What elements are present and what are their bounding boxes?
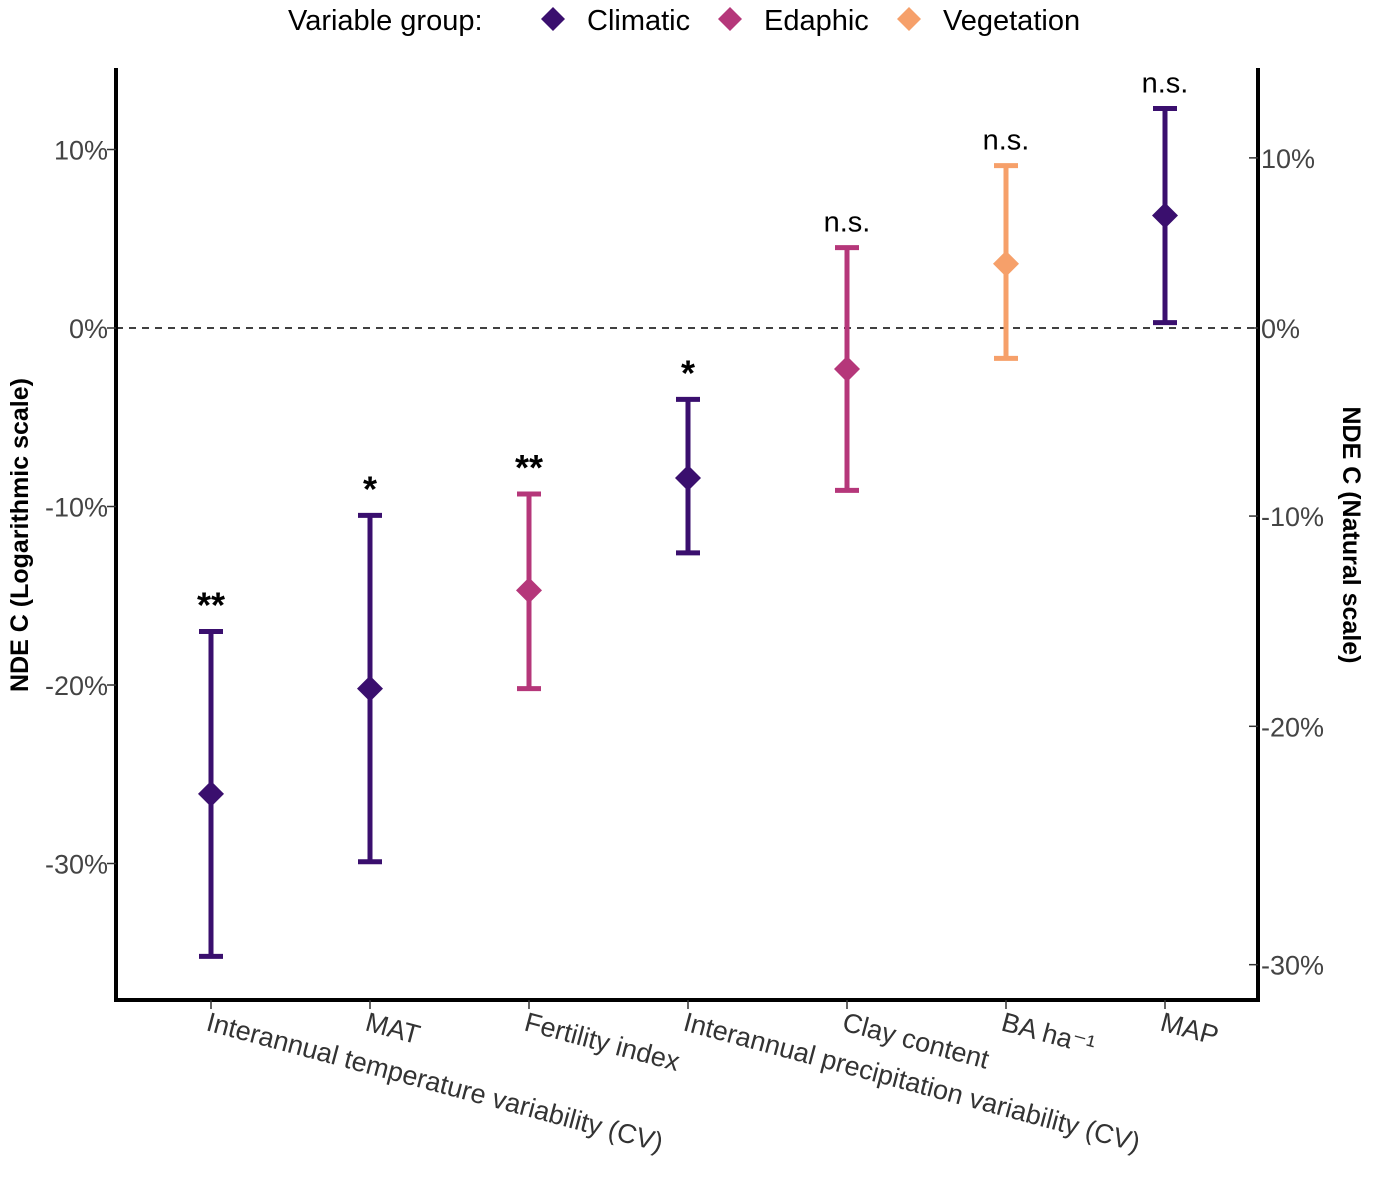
x-tick-label: MAT bbox=[362, 1007, 423, 1050]
y-left-tick-label: 0% bbox=[69, 314, 108, 344]
y-left-tick-label: -30% bbox=[45, 850, 108, 880]
legend-label-climatic: Climatic bbox=[587, 5, 690, 37]
x-tick-label: MAP bbox=[1157, 1007, 1221, 1051]
significance-label: n.s. bbox=[1142, 67, 1189, 99]
legend-label-edaphic: Edaphic bbox=[764, 5, 869, 37]
estimate-point bbox=[357, 675, 383, 702]
y-right-tick-label: -20% bbox=[1261, 712, 1324, 742]
significance-label: ** bbox=[197, 584, 225, 625]
significance-label: * bbox=[681, 352, 695, 393]
significance-label: * bbox=[363, 468, 377, 509]
x-tick-label: BA ha⁻¹ bbox=[998, 1007, 1098, 1061]
estimate-point bbox=[993, 250, 1019, 277]
legend-marker-climatic bbox=[541, 7, 565, 31]
plot-area: 10%0%-10%-20%-30%10%0%-10%-20%-30%**Inte… bbox=[45, 67, 1324, 1157]
significance-label: ** bbox=[515, 447, 543, 488]
legend: Variable group: Climatic Edaphic Vegetatio… bbox=[288, 5, 1080, 37]
y-left-tick-label: -20% bbox=[45, 671, 108, 701]
significance-label: n.s. bbox=[983, 125, 1030, 157]
y-left-tick-label: -10% bbox=[45, 493, 108, 523]
significance-label: n.s. bbox=[824, 207, 871, 239]
y-axis-right-label: NDE C (Natural scale) bbox=[1337, 406, 1365, 663]
y-right-tick-label: -10% bbox=[1261, 502, 1324, 532]
estimate-point bbox=[516, 577, 542, 604]
y-right-tick-label: 10% bbox=[1261, 144, 1315, 174]
y-axis-left-label: NDE C (Logarithmic scale) bbox=[6, 378, 34, 692]
y-left-tick-label: 10% bbox=[54, 136, 108, 166]
estimate-point bbox=[198, 780, 224, 807]
estimate-point bbox=[1152, 202, 1178, 229]
legend-label-vegetation: Vegetation bbox=[943, 5, 1080, 37]
estimate-point bbox=[675, 464, 701, 491]
legend-title: Variable group: bbox=[288, 5, 483, 37]
y-right-tick-label: 0% bbox=[1261, 314, 1300, 344]
y-right-tick-label: -30% bbox=[1261, 951, 1324, 981]
x-tick-label: Fertility index bbox=[521, 1007, 683, 1077]
legend-marker-edaphic bbox=[718, 7, 742, 31]
legend-marker-vegetation bbox=[897, 7, 921, 31]
estimate-point bbox=[834, 356, 860, 383]
